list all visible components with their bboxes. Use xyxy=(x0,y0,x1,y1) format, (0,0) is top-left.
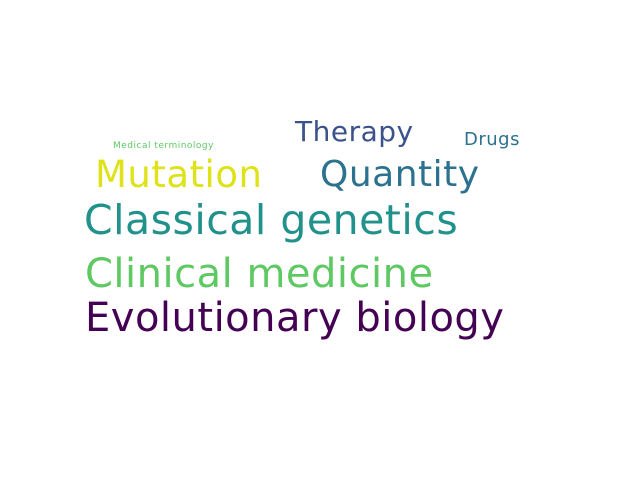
word-clinical-medicine: Clinical medicine xyxy=(85,251,434,297)
word-therapy: Therapy xyxy=(295,115,414,148)
word-drugs: Drugs xyxy=(464,129,520,150)
word-quantity: Quantity xyxy=(320,154,480,195)
word-evolutionary-biology: Evolutionary biology xyxy=(85,295,505,341)
word-classical-genetics: Classical genetics xyxy=(84,196,459,244)
word-mutation: Mutation xyxy=(95,153,263,196)
word-medical-terminology: Medical terminology xyxy=(113,141,214,151)
